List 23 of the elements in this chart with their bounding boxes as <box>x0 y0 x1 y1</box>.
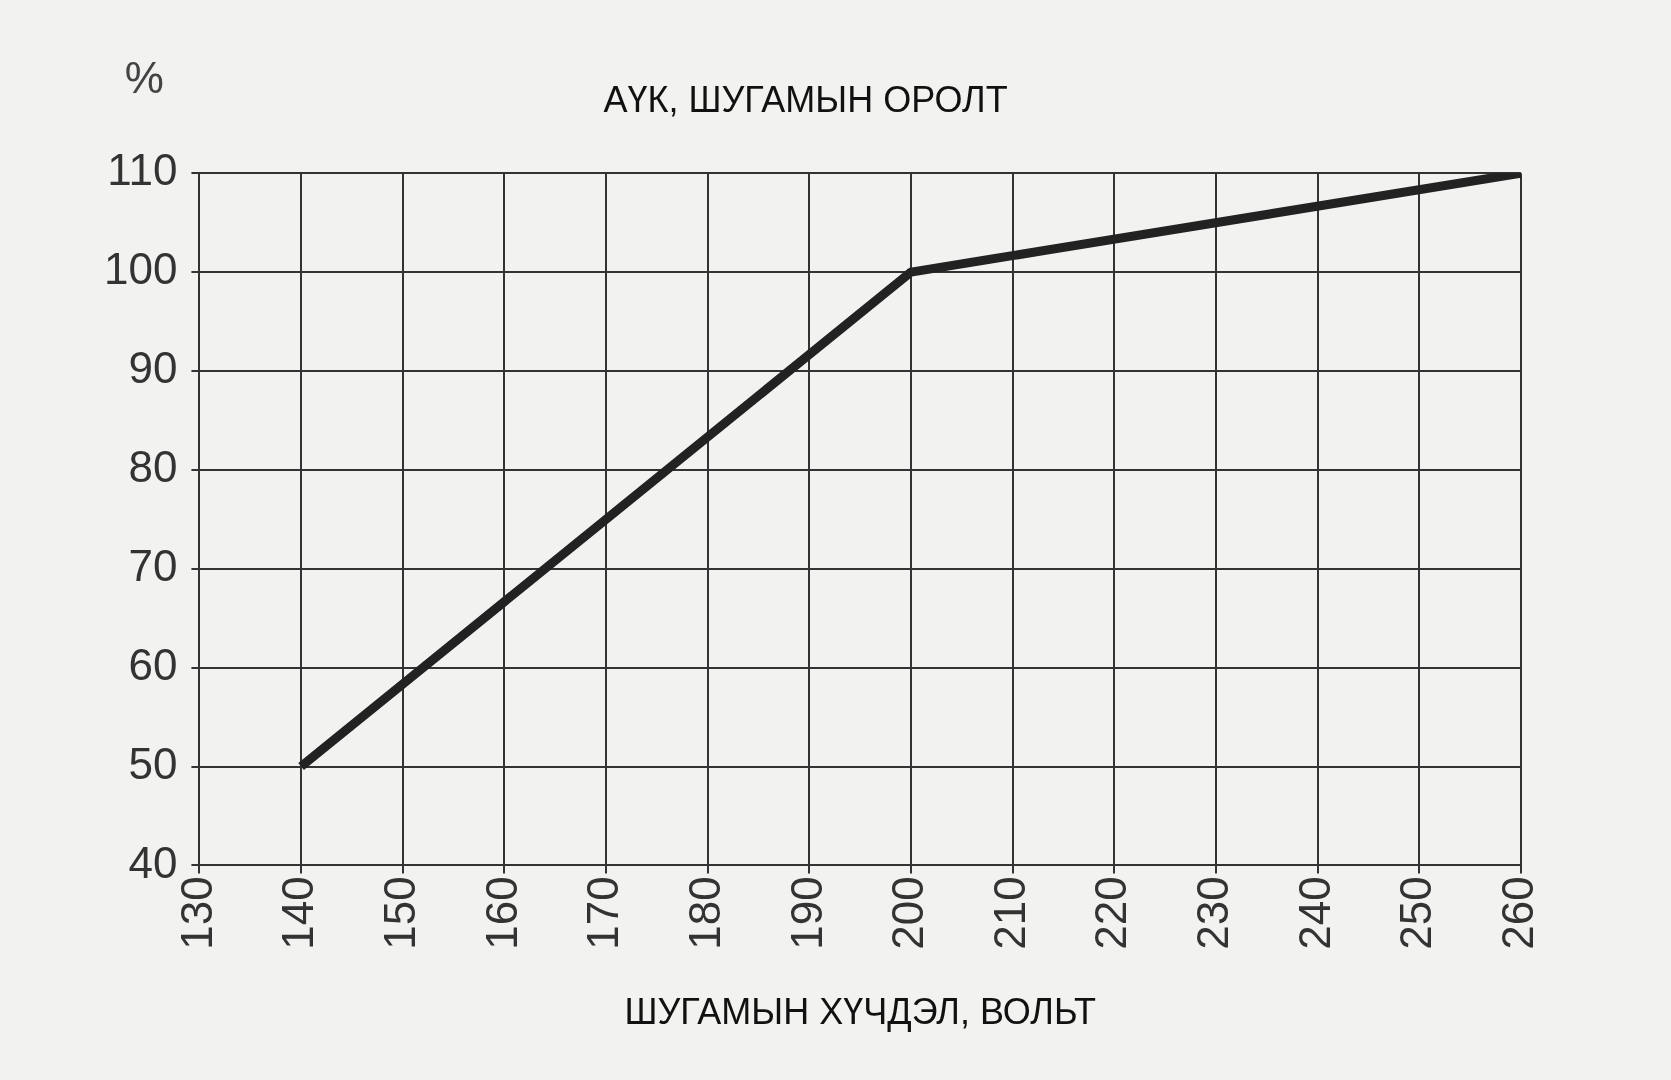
x-tick-label: 230 <box>1188 876 1238 950</box>
x-tick-label: 160 <box>476 876 526 950</box>
x-tick-label: 170 <box>578 876 628 950</box>
y-tick-label: 100 <box>103 244 178 294</box>
x-tick-label: 140 <box>273 876 323 950</box>
x-tick-label: 180 <box>679 876 729 950</box>
x-tick-label: 190 <box>781 876 831 950</box>
y-tick-label: 90 <box>128 343 178 393</box>
x-tick-label: 220 <box>1086 876 1136 950</box>
y-tick-label: 70 <box>128 540 178 590</box>
y-tick-label: 80 <box>128 441 178 491</box>
y-tick-label: 110 <box>107 145 178 195</box>
x-tick-label: 250 <box>1391 876 1441 950</box>
x-axis-title: ШУГАМЫН ХҮЧДЭЛ, ВОЛЬТ <box>624 991 1096 1033</box>
x-tick-label: 210 <box>984 876 1034 950</box>
x-tick-label: 150 <box>374 876 424 950</box>
chart-title: АҮК, ШУГАМЫН ОРОЛТ <box>603 78 1008 120</box>
x-tick-label: 200 <box>883 876 933 950</box>
x-tick-label: 240 <box>1289 876 1339 950</box>
y-tick-label: 50 <box>128 738 178 788</box>
y-axis-title: % <box>124 53 164 103</box>
y-tick-label: 60 <box>128 639 178 689</box>
x-tick-label: 260 <box>1493 876 1543 950</box>
